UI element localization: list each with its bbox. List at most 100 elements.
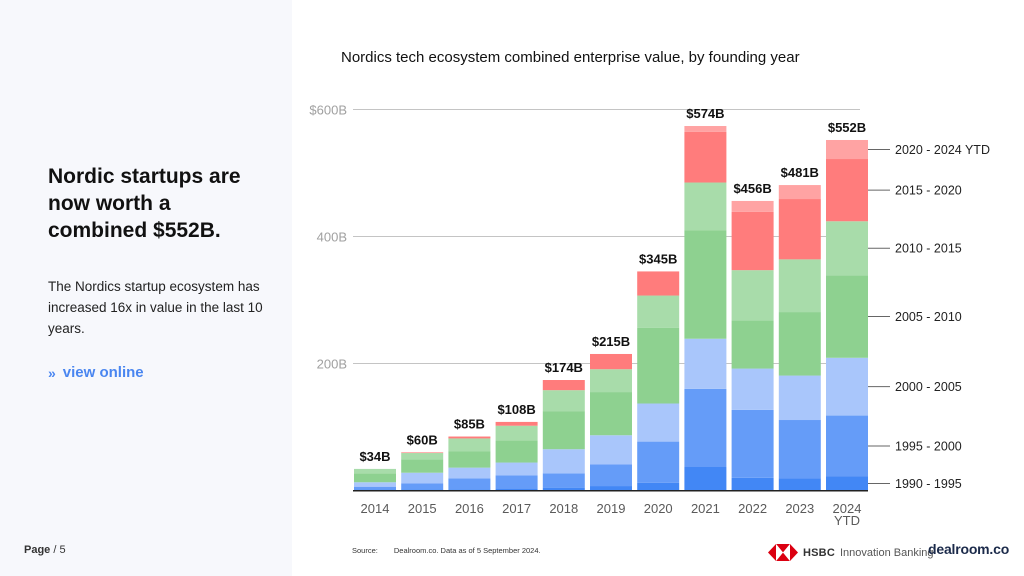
bar-segment xyxy=(778,375,821,421)
bar-segment xyxy=(731,211,774,271)
bar-segment xyxy=(401,452,444,454)
bar-segment xyxy=(684,182,727,231)
bar-segment xyxy=(637,295,680,328)
bar-segment xyxy=(354,473,396,483)
x-tick-label: 2015 xyxy=(408,501,437,516)
bar-segment xyxy=(542,380,585,391)
x-tick-label-line: 2018 xyxy=(549,501,578,516)
bar-segment xyxy=(354,486,396,490)
bar-segment xyxy=(354,489,396,491)
x-tick-label-line: 2015 xyxy=(408,501,437,516)
hsbc-hexagon-icon xyxy=(768,544,798,561)
hsbc-sub-text: Innovation Banking xyxy=(839,546,934,559)
bar-segment xyxy=(684,126,727,132)
left-panel: Nordic startups are now worth a combined… xyxy=(0,0,292,576)
chart-title: Nordics tech ecosystem combined enterpri… xyxy=(341,49,800,66)
bar-total-label: $574B xyxy=(686,106,724,121)
bar-total-label: $34B xyxy=(359,449,390,464)
bar-segment xyxy=(731,477,774,491)
bar-segment xyxy=(401,459,444,473)
x-tick-label: 2024 YTD xyxy=(833,501,862,528)
bar-segment xyxy=(590,435,632,465)
bar-segment xyxy=(637,327,680,404)
dealroom-logo: dealroom.co xyxy=(928,541,1010,557)
bar-segment xyxy=(637,271,680,296)
y-tick-label: 400B xyxy=(317,230,347,245)
bar-segment xyxy=(731,320,774,369)
bar-total-label: $174B xyxy=(545,360,583,375)
bar-segment xyxy=(590,353,632,370)
x-tick-label-line: 2017 xyxy=(502,501,531,516)
x-tick-label: 2017 xyxy=(502,501,531,516)
bar-segment xyxy=(684,131,727,183)
bar-segment xyxy=(448,478,491,490)
bar-segment xyxy=(401,472,444,484)
bar-segment xyxy=(826,275,868,358)
page-number: / 5 xyxy=(53,544,66,556)
bar-segment xyxy=(684,388,727,468)
bar-segment xyxy=(495,488,538,491)
legend-label: 2000 - 2005 xyxy=(895,380,962,394)
bar-segment xyxy=(542,473,585,488)
bar-segment xyxy=(826,357,868,416)
bar-segment xyxy=(731,368,774,410)
summary-text: The Nordics startup ecosystem has increa… xyxy=(48,279,263,336)
x-tick-label-line: 2022 xyxy=(738,501,767,516)
bar-segment xyxy=(778,185,821,200)
x-tick-label-line: 2024 xyxy=(833,501,862,516)
bar-segment xyxy=(684,230,727,339)
bar-total-label: $215B xyxy=(592,334,630,349)
x-tick-label: 2018 xyxy=(549,501,578,516)
x-tick-label: 2023 xyxy=(785,501,814,516)
bar-segment xyxy=(354,468,396,474)
bar-segment xyxy=(448,489,491,491)
y-tick-label: $600B xyxy=(309,103,347,118)
bar-segment xyxy=(495,421,538,426)
bar-segment xyxy=(401,483,444,490)
bar-segment xyxy=(778,199,821,260)
bar-total-label: $552B xyxy=(828,120,866,135)
bar-segment xyxy=(826,159,868,222)
x-tick-label-line: 2019 xyxy=(597,501,626,516)
legend-label: 2020 - 2024 YTD xyxy=(895,143,990,157)
legend-label: 2015 - 2020 xyxy=(895,184,962,198)
bar-segment xyxy=(401,453,444,460)
headline: Nordic startups are now worth a combined… xyxy=(48,165,241,242)
bar-total-label: $456B xyxy=(733,181,771,196)
bar-segment xyxy=(637,441,680,483)
bar-segment xyxy=(637,403,680,442)
page-label: Page xyxy=(24,544,51,556)
x-tick-label: 2021 xyxy=(691,501,720,516)
bar-segment xyxy=(495,475,538,489)
bar-segment xyxy=(448,436,491,439)
bar-segment xyxy=(778,420,821,479)
hsbc-innovation-banking-logo: HSBC Innovation Banking xyxy=(768,544,934,561)
bar-total-label: $60B xyxy=(407,432,438,447)
view-online-link[interactable]: » view online xyxy=(48,364,144,381)
bar-segment xyxy=(542,449,585,474)
x-tick-label-line: YTD xyxy=(834,513,860,528)
source-note: Source: Dealroom.co. Data as of 5 Septem… xyxy=(352,546,541,555)
bar-segment xyxy=(448,438,491,452)
bar-total-label: $481B xyxy=(781,165,819,180)
x-tick-label-line: 2021 xyxy=(691,501,720,516)
legend-label: 2005 - 2010 xyxy=(895,310,962,324)
x-tick-label: 2020 xyxy=(644,501,673,516)
x-tick-label: 2019 xyxy=(597,501,626,516)
bar-segment xyxy=(354,482,396,487)
double-chevron-right-icon: » xyxy=(48,364,56,381)
bar-segment xyxy=(731,200,774,212)
x-tick-label-line: 2023 xyxy=(785,501,814,516)
bar-segment xyxy=(542,390,585,412)
bar-segment xyxy=(495,440,538,463)
bar-segment xyxy=(590,464,632,487)
bar-segment xyxy=(401,489,444,491)
bar-segment xyxy=(778,259,821,313)
bar-segment xyxy=(731,409,774,478)
legend-label: 2010 - 2015 xyxy=(895,242,962,256)
bar-segment xyxy=(495,462,538,476)
bar-segment xyxy=(826,415,868,477)
bar-segment xyxy=(684,338,727,389)
bar-segment xyxy=(542,411,585,450)
